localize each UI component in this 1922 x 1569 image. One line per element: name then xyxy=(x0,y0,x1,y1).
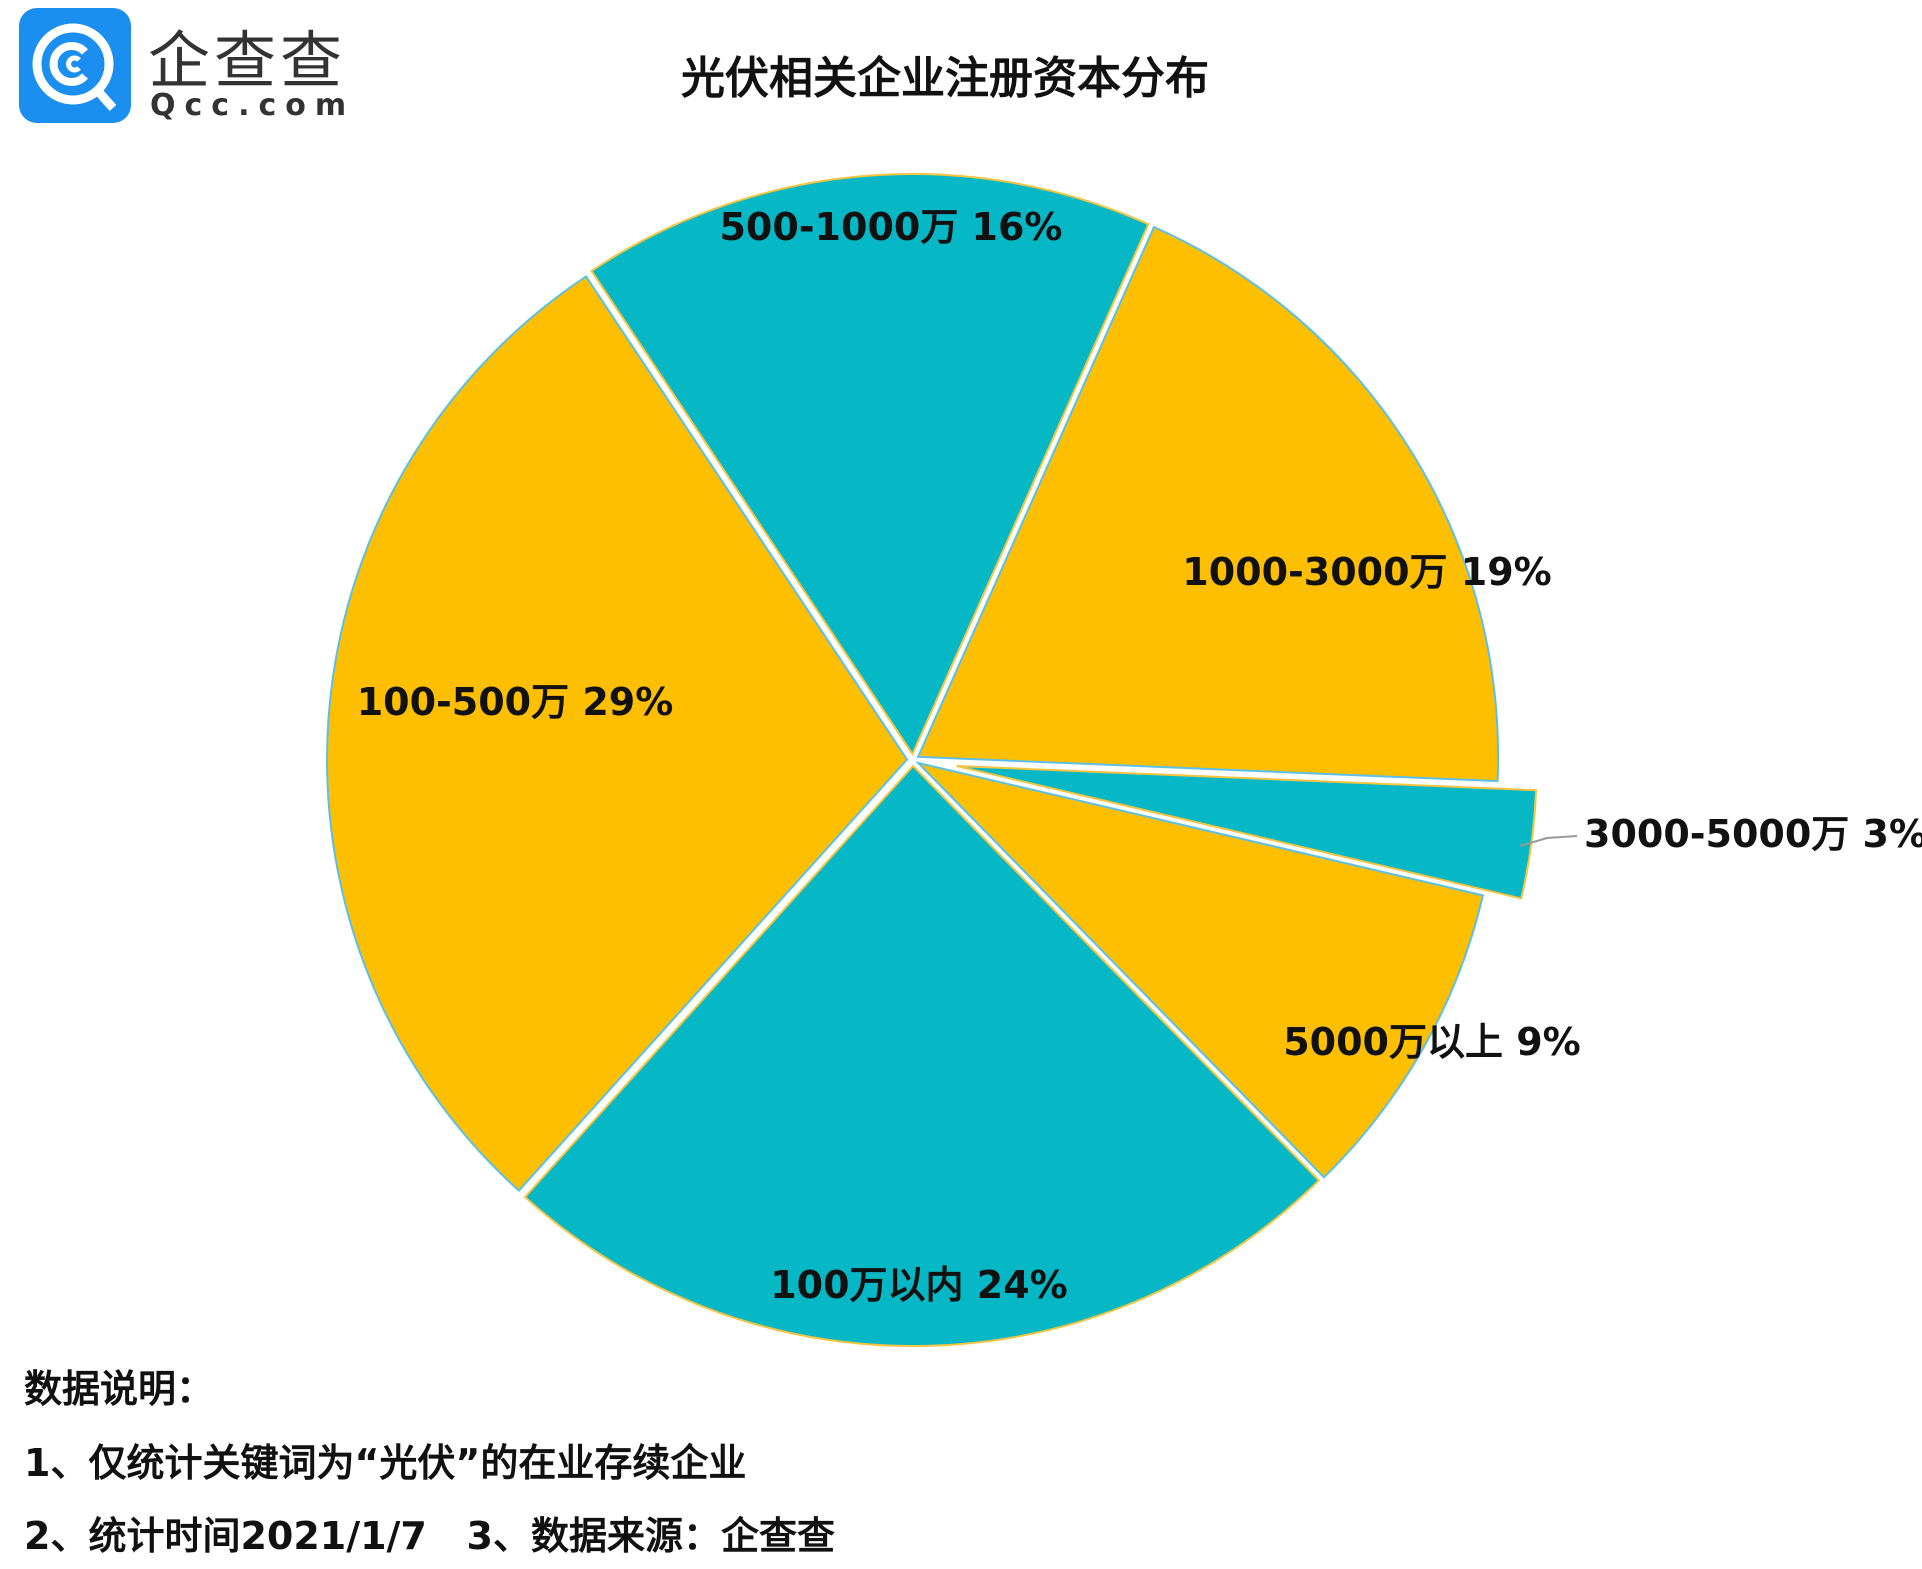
slice-label: 100万以内 24% xyxy=(770,1263,1068,1307)
logo-text: 企查查 xyxy=(148,24,347,97)
notes-line-1: 1、仅统计关键词为“光伏”的在业存续企业 xyxy=(24,1441,747,1485)
slice-label: 500-1000万 16% xyxy=(719,205,1062,249)
slice-label: 100-500万 29% xyxy=(357,680,674,724)
slice-label: 5000万以上 9% xyxy=(1283,1020,1581,1064)
leader-line xyxy=(1519,835,1578,847)
qcc-logo xyxy=(19,8,131,123)
slice-label: 1000-3000万 19% xyxy=(1182,550,1551,594)
pie-slice xyxy=(916,225,1500,783)
chart-title: 光伏相关企业注册资本分布 xyxy=(681,53,1209,104)
pie-slice xyxy=(523,764,1321,1347)
pie-slice xyxy=(326,275,909,1192)
notes-line-2: 2、统计时间2021/1/7 3、数据来源：企查查 xyxy=(24,1514,835,1558)
pie-slice xyxy=(590,173,1150,757)
slice-label: 3000-5000万 3% xyxy=(1584,812,1922,856)
pie-slice xyxy=(956,764,1538,900)
logo-domain: Qcc.com xyxy=(150,88,356,123)
notes-heading: 数据说明： xyxy=(24,1367,215,1411)
pie-slice xyxy=(915,761,1485,1179)
